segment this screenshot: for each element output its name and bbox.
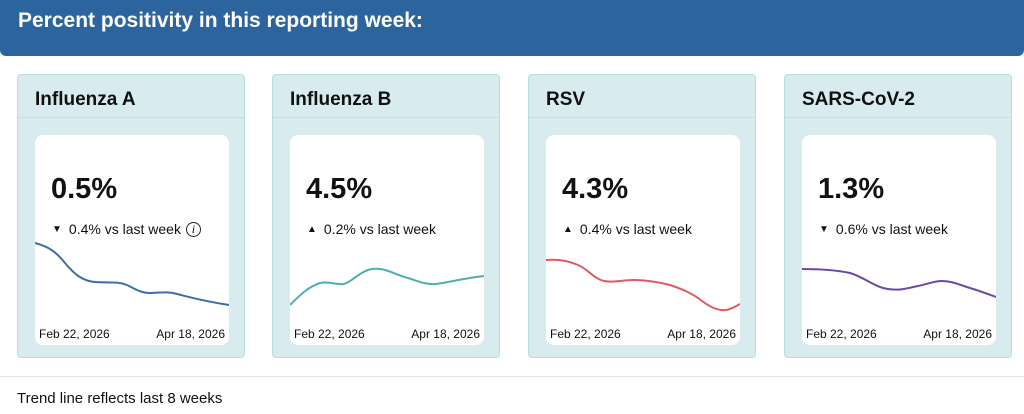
- percent-value: 4.3%: [562, 173, 629, 205]
- percent-value: 0.5%: [51, 173, 118, 205]
- end-date: Apr 18, 2026: [411, 327, 480, 341]
- card-influenza-a: Influenza A 0.5% ▼ 0.4% vs last week i F…: [17, 74, 245, 358]
- start-date: Feb 22, 2026: [806, 327, 877, 341]
- card-title: Influenza A: [35, 89, 136, 110]
- card-divider: [18, 117, 244, 118]
- end-date: Apr 18, 2026: [156, 327, 225, 341]
- card-title: RSV: [546, 89, 586, 110]
- card-divider: [273, 117, 499, 118]
- page-header: Percent positivity in this reporting wee…: [0, 0, 1024, 56]
- change-text: 0.4% vs last week: [68, 221, 181, 237]
- trend-line-path: [546, 258, 740, 312]
- card-title: SARS-CoV-2: [802, 89, 915, 110]
- change-text: 0.4% vs last week: [579, 221, 692, 237]
- change-row: ▲ 0.2% vs last week: [307, 221, 436, 237]
- trend-line: [35, 242, 229, 306]
- arrow-down-icon: ▼: [52, 223, 62, 235]
- page-title: Percent positivity in this reporting wee…: [18, 9, 423, 32]
- percent-value: 4.5%: [306, 173, 373, 205]
- card-divider: [785, 117, 1011, 118]
- footer-note: Trend line reflects last 8 weeks: [17, 390, 223, 407]
- change-row: ▲ 0.4% vs last week: [563, 221, 692, 237]
- end-date: Apr 18, 2026: [923, 327, 992, 341]
- trend-line: [290, 267, 484, 306]
- card-influenza-b: Influenza B 4.5% ▲ 0.2% vs last week Feb…: [272, 74, 500, 358]
- card-title: Influenza B: [290, 89, 392, 110]
- card-sars-cov-2: SARS-CoV-2 1.3% ▼ 0.6% vs last week Feb …: [784, 74, 1012, 358]
- change-text: 0.6% vs last week: [835, 221, 948, 237]
- trend-line-path: [35, 242, 229, 306]
- trend-line: [802, 268, 996, 298]
- card-body: 1.3% ▼ 0.6% vs last week Feb 22, 2026 Ap…: [802, 135, 996, 345]
- change-row: ▼ 0.4% vs last week i: [52, 221, 201, 237]
- change-row: ▼ 0.6% vs last week: [819, 221, 948, 237]
- start-date: Feb 22, 2026: [294, 327, 365, 341]
- card-rsv: RSV 4.3% ▲ 0.4% vs last week Feb 22, 202…: [528, 74, 756, 358]
- trend-line-path: [290, 267, 484, 306]
- card-divider: [529, 117, 755, 118]
- change-text: 0.2% vs last week: [323, 221, 436, 237]
- start-date: Feb 22, 2026: [550, 327, 621, 341]
- card-body: 4.5% ▲ 0.2% vs last week Feb 22, 2026 Ap…: [290, 135, 484, 345]
- footer-divider: [0, 376, 1024, 377]
- end-date: Apr 18, 2026: [667, 327, 736, 341]
- trend-line: [546, 258, 740, 312]
- arrow-up-icon: ▲: [307, 223, 317, 235]
- arrow-down-icon: ▼: [819, 223, 829, 235]
- arrow-up-icon: ▲: [563, 223, 573, 235]
- trend-line-path: [802, 268, 996, 298]
- percent-value: 1.3%: [818, 173, 885, 205]
- start-date: Feb 22, 2026: [39, 327, 110, 341]
- card-body: 4.3% ▲ 0.4% vs last week Feb 22, 2026 Ap…: [546, 135, 740, 345]
- card-body: 0.5% ▼ 0.4% vs last week i Feb 22, 2026 …: [35, 135, 229, 345]
- info-icon[interactable]: i: [185, 221, 201, 237]
